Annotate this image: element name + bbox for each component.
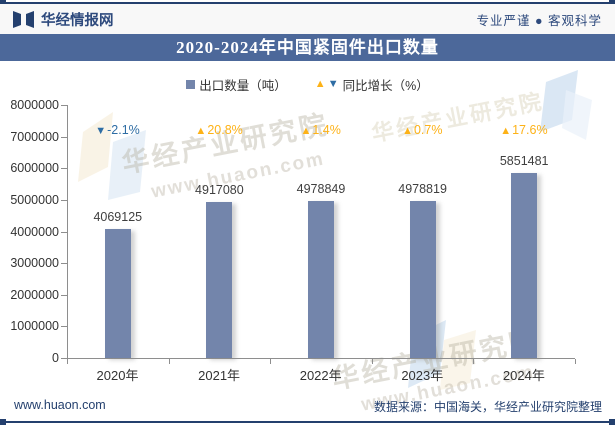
up-triangle-icon: ▲ — [195, 125, 207, 137]
y-axis-line — [67, 105, 68, 358]
y-tick — [61, 136, 67, 138]
brand-logo-icon — [13, 10, 34, 28]
x-tick-label: 2023年 — [401, 368, 444, 383]
y-tick-label: 2000000 — [10, 287, 59, 302]
growth-value: 0.7% — [413, 123, 443, 137]
bar-value-label: 5851481 — [499, 153, 549, 168]
y-tick — [61, 168, 67, 170]
y-tick-label: 0 — [52, 351, 59, 365]
y-tick — [61, 105, 67, 106]
x-tick-label: 2024年 — [502, 368, 545, 383]
brand[interactable]: 华经情报网 — [13, 9, 114, 30]
y-tick-label: 8000000 — [10, 98, 59, 112]
y-tick-label: 7000000 — [10, 129, 59, 144]
x-tick-label: 2022年 — [299, 368, 342, 383]
legend: 出口数量（吨） ▲ ▼ 同比增长（%） — [0, 75, 615, 94]
legend-growth-label: 同比增长（%） — [342, 79, 429, 93]
growth-value: 1.4% — [312, 123, 341, 137]
site-header: 华经情报网 专业严谨 ● 客观科学 — [0, 4, 615, 34]
y-tick — [61, 358, 67, 359]
chart-title-band: 2020-2024年中国紧固件出口数量 — [0, 34, 615, 61]
top-border-line — [3, 2, 612, 4]
growth-annotation: ▲0.7% — [372, 123, 473, 137]
x-tick — [270, 359, 272, 364]
chart-title: 2020-2024年中国紧固件出口数量 — [176, 38, 439, 57]
up-triangle-icon: ▲ — [500, 125, 512, 137]
y-tick-label: 3000000 — [10, 256, 59, 271]
footer-site-url[interactable]: www.huaon.com — [14, 398, 106, 412]
bar — [511, 172, 538, 358]
up-triangle-icon: ▲ — [300, 125, 312, 137]
bar-value-label: 4978849 — [296, 181, 346, 196]
down-triangle-icon: ▼ — [95, 125, 107, 137]
y-tick — [61, 263, 67, 265]
growth-annotation: ▲17.6% — [473, 123, 574, 137]
y-tick — [61, 199, 67, 201]
bar — [409, 200, 436, 358]
footer-data-source: 数据来源：中国海关，华经产业研究院整理 — [373, 400, 602, 414]
bar-value-label: 4069125 — [93, 210, 143, 225]
legend-bar-swatch — [186, 80, 196, 89]
x-tick — [473, 359, 475, 364]
bar — [206, 202, 233, 358]
legend-item-export-quantity[interactable]: 出口数量（吨） — [186, 75, 287, 94]
bottom-left-corner-square — [0, 419, 6, 425]
brand-name: 华经情报网 — [41, 12, 114, 29]
top-right-corner-square — [609, 0, 615, 6]
x-tick — [168, 359, 170, 364]
y-tick-label: 4000000 — [10, 224, 59, 239]
bottom-right-corner-square — [609, 419, 615, 425]
growth-value: -2.1% — [107, 123, 140, 137]
x-tick — [575, 359, 576, 364]
legend-item-yoy-growth[interactable]: ▲ ▼ 同比增长（%） — [315, 75, 429, 94]
growth-annotation: ▼-2.1% — [67, 123, 168, 137]
growth-value: 17.6% — [512, 123, 548, 137]
y-tick-label: 6000000 — [10, 161, 59, 176]
growth-annotation: ▲1.4% — [270, 123, 371, 137]
header-tagline: 专业严谨 ● 客观科学 — [476, 13, 602, 28]
x-tick-label: 2021年 — [198, 368, 241, 383]
y-tick — [61, 231, 67, 233]
bar — [104, 229, 131, 358]
y-tick — [61, 326, 67, 328]
legend-bar-label: 出口数量（吨） — [199, 79, 287, 93]
bottom-border-line — [3, 421, 612, 423]
x-axis-line — [67, 358, 575, 359]
x-tick-label: 2020年 — [96, 368, 139, 383]
y-tick — [61, 294, 67, 296]
bar-value-label: 4978819 — [398, 181, 447, 196]
growth-annotation: ▲20.8% — [169, 123, 270, 137]
bar-value-label: 4917080 — [195, 183, 244, 198]
legend-up-triangle-icon: ▲ — [314, 78, 326, 90]
legend-down-triangle-icon: ▼ — [327, 78, 339, 90]
x-tick — [67, 359, 68, 364]
growth-value: 20.8% — [207, 123, 243, 137]
y-tick-label: 5000000 — [10, 192, 59, 207]
top-left-corner-square — [0, 0, 6, 6]
y-tick-label: 1000000 — [10, 319, 59, 334]
up-triangle-icon: ▲ — [402, 125, 413, 137]
bar — [308, 200, 334, 358]
x-tick — [371, 359, 373, 364]
